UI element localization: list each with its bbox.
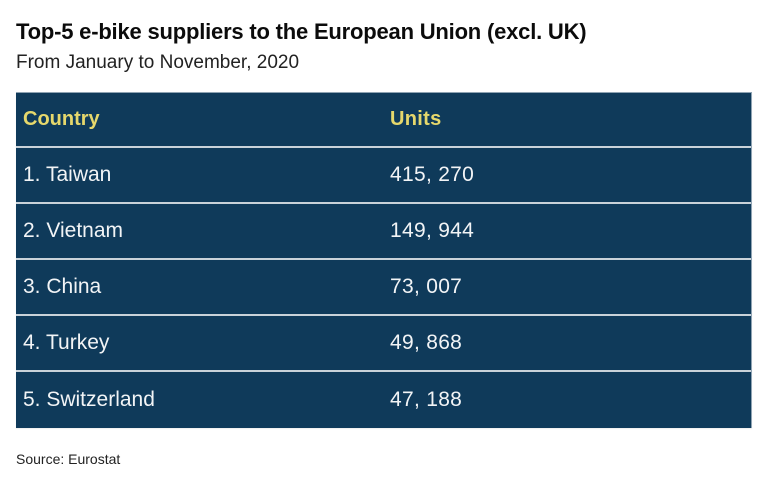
units-cell: 415, 270: [390, 163, 475, 186]
source-note: Source: Eurostat: [16, 451, 121, 467]
chart-subtitle: From January to November, 2020: [16, 52, 300, 73]
table-row: 1. Taiwan 415, 270: [16, 148, 751, 204]
country-cell: 4. Turkey: [23, 331, 110, 354]
country-cell: 2. Vietnam: [23, 219, 124, 242]
units-cell: 73, 007: [390, 275, 463, 298]
units-cell: 47, 188: [390, 388, 463, 411]
units-cell: 149, 944: [390, 219, 475, 242]
table-row: 2. Vietnam 149, 944: [16, 204, 751, 260]
country-cell: 3. China: [23, 275, 102, 298]
table-row: 4. Turkey 49, 868: [16, 316, 751, 372]
column-header-country: Country: [23, 108, 100, 130]
table-row: 3. China 73, 007: [16, 260, 751, 316]
table-row: 5. Switzerland 47, 188: [16, 372, 751, 428]
country-cell: 5. Switzerland: [23, 388, 155, 411]
column-header-units: Units: [390, 108, 442, 130]
country-cell: 1. Taiwan: [23, 163, 112, 186]
units-cell: 49, 868: [390, 331, 463, 354]
table-header-row: Country Units: [16, 93, 751, 148]
suppliers-table: Country Units 1. Taiwan 415, 270 2. Viet…: [16, 92, 752, 428]
chart-title: Top-5 e-bike suppliers to the European U…: [16, 19, 587, 44]
